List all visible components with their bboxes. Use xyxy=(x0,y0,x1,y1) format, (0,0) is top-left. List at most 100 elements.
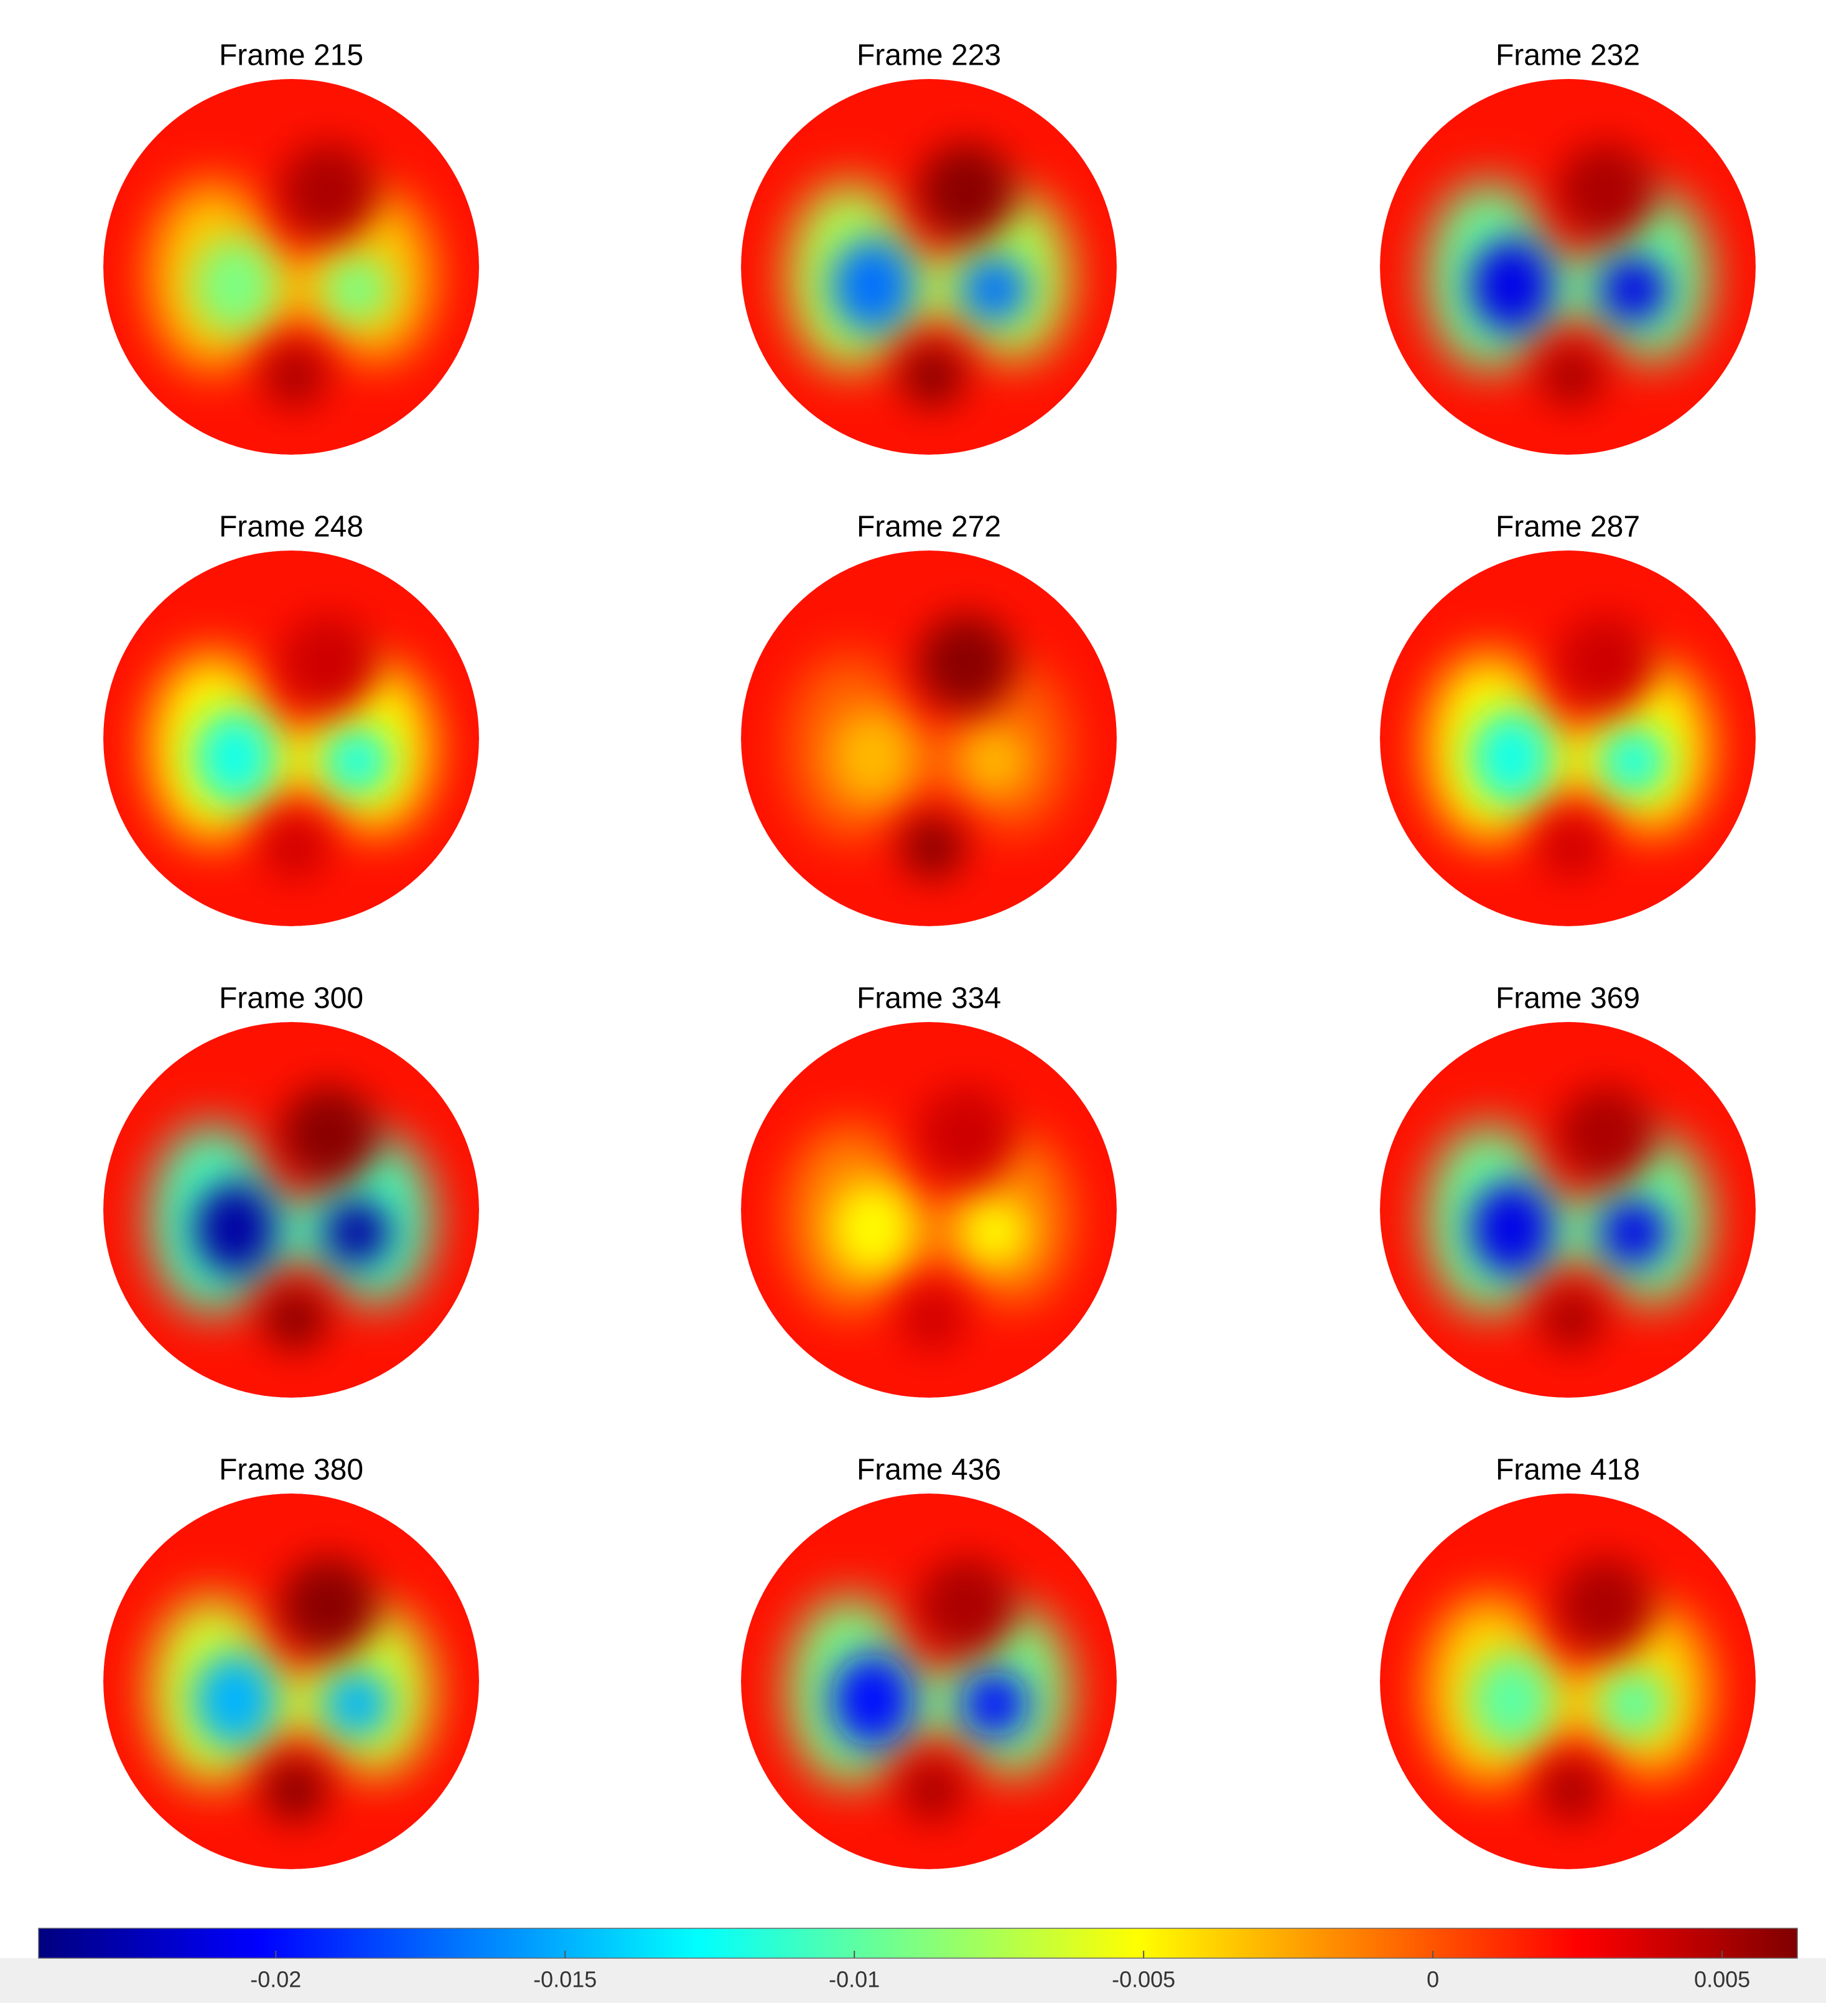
lung-core xyxy=(831,1181,1029,1276)
lobe-core xyxy=(831,710,914,804)
lobe-core xyxy=(961,727,1029,795)
colorbar-panel xyxy=(0,1958,1826,2003)
lower-spot xyxy=(1539,815,1604,880)
lobe-core xyxy=(193,1653,276,1747)
lobe-core xyxy=(1470,1181,1553,1276)
lobe-core xyxy=(831,1181,914,1276)
lung-core xyxy=(193,1181,391,1276)
lobe-core xyxy=(961,1198,1029,1266)
lobe-core xyxy=(831,1653,914,1747)
heart xyxy=(263,614,378,880)
heart xyxy=(1539,142,1654,408)
lobe-core xyxy=(1470,1653,1553,1747)
lower-spot xyxy=(263,815,327,880)
lower-spot xyxy=(263,343,327,408)
eit-image xyxy=(103,550,479,926)
eit-image xyxy=(741,550,1117,926)
heart xyxy=(263,142,378,408)
eit-image xyxy=(103,1022,479,1398)
lobe-core xyxy=(323,255,391,323)
heart-spot xyxy=(1556,614,1654,712)
heart xyxy=(1539,1085,1654,1351)
lobe-core xyxy=(323,1670,391,1738)
eit-image xyxy=(741,1493,1117,1869)
heart xyxy=(900,1085,1015,1351)
lobe-core xyxy=(1470,238,1553,333)
eit-image xyxy=(1380,1493,1756,1869)
lower-spot xyxy=(1539,1758,1604,1823)
lobe-core xyxy=(961,1670,1029,1738)
colorbar-tick-label: -0.01 xyxy=(829,1967,880,1992)
lung-core xyxy=(831,710,1029,804)
colorbar xyxy=(38,1928,1798,1959)
eit-image xyxy=(1380,79,1756,455)
panel-title: Frame 287 xyxy=(1496,511,1640,544)
heart-spot xyxy=(917,1557,1015,1655)
panel-title: Frame 380 xyxy=(219,1454,363,1487)
colorbar-tick-label: 0.005 xyxy=(1694,1967,1750,1992)
lung-core xyxy=(1470,710,1668,804)
eit-image xyxy=(103,1493,479,1869)
lobe-core xyxy=(1600,255,1668,323)
lung-core xyxy=(831,238,1029,333)
colorbar-tick-label: -0.02 xyxy=(250,1967,301,1992)
lower-spot xyxy=(1539,1286,1604,1351)
panel-title: Frame 223 xyxy=(857,39,1001,72)
heart-spot xyxy=(917,614,1015,712)
lobe-core xyxy=(961,255,1029,323)
colorbar-tick-label: -0.005 xyxy=(1112,1967,1175,1992)
lobe-core xyxy=(323,1198,391,1266)
lobe-core xyxy=(1600,727,1668,795)
panel-title: Frame 248 xyxy=(219,511,363,544)
heart xyxy=(1539,1557,1654,1823)
heart-spot xyxy=(1556,142,1654,241)
heart xyxy=(1539,614,1654,880)
lower-spot xyxy=(263,1758,327,1823)
panel-title: Frame 300 xyxy=(219,982,363,1015)
lobe-core xyxy=(1600,1670,1668,1738)
lung-core xyxy=(1470,1653,1668,1747)
lobe-core xyxy=(193,710,276,804)
eit-image xyxy=(741,79,1117,455)
lobe-core xyxy=(323,727,391,795)
colorbar-tick-label: 0 xyxy=(1427,1967,1439,1992)
eit-image xyxy=(741,1022,1117,1398)
lung-core xyxy=(193,710,391,804)
panel-title: Frame 334 xyxy=(857,982,1001,1015)
eit-image xyxy=(1380,550,1756,926)
heart xyxy=(263,1557,378,1823)
heart-spot xyxy=(279,1085,378,1184)
heart xyxy=(900,142,1015,408)
heart xyxy=(900,614,1015,880)
lower-spot xyxy=(900,1758,965,1823)
lung-core xyxy=(193,1653,391,1747)
lobe-core xyxy=(193,1181,276,1276)
heart xyxy=(263,1085,378,1351)
heart-spot xyxy=(279,142,378,241)
heart-spot xyxy=(1556,1085,1654,1184)
eit-image xyxy=(1380,1022,1756,1398)
lower-spot xyxy=(900,815,965,880)
heart-spot xyxy=(279,614,378,712)
lobe-core xyxy=(193,238,276,333)
heart-spot xyxy=(1556,1557,1654,1655)
heart-spot xyxy=(917,1085,1015,1184)
lung-core xyxy=(193,238,391,333)
panel-title: Frame 215 xyxy=(219,39,363,72)
colorbar-tick-label: -0.015 xyxy=(533,1967,597,1992)
panel-title: Frame 369 xyxy=(1496,982,1640,1015)
lobe-core xyxy=(1470,710,1553,804)
lower-spot xyxy=(263,1286,327,1351)
lobe-core xyxy=(1600,1198,1668,1266)
panel-title: Frame 418 xyxy=(1496,1454,1640,1487)
lung-core xyxy=(1470,1181,1668,1276)
lower-spot xyxy=(900,343,965,408)
lung-core xyxy=(831,1653,1029,1747)
lower-spot xyxy=(900,1286,965,1351)
heart-spot xyxy=(917,142,1015,241)
heart xyxy=(900,1557,1015,1823)
lower-spot xyxy=(1539,343,1604,408)
panel-title: Frame 436 xyxy=(857,1454,1001,1487)
panel-title: Frame 272 xyxy=(857,511,1001,544)
